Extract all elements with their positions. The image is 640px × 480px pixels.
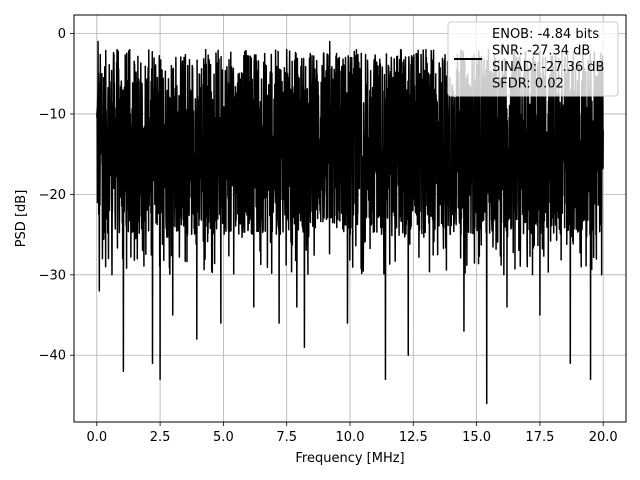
x-tick-label: 2.5 bbox=[150, 430, 171, 445]
legend-line-enob: ENOB: -4.84 bits bbox=[492, 27, 599, 42]
x-axis-label: Frequency [MHz] bbox=[295, 451, 404, 466]
x-axis-ticks: 0.0 2.5 5.0 7.5 10.0 12.5 15.0 17.5 20.0 bbox=[86, 422, 618, 445]
y-axis-ticks: 0 −10 −20 −30 −40 bbox=[39, 27, 74, 364]
y-tick-label: 0 bbox=[58, 27, 66, 42]
series-layer bbox=[96, 40, 604, 405]
y-tick-label: −20 bbox=[39, 188, 66, 203]
x-tick-label: 17.5 bbox=[525, 430, 554, 445]
x-tick-label: 5.0 bbox=[213, 430, 234, 445]
y-axis-label: PSD [dB] bbox=[14, 190, 29, 248]
legend-line-snr: SNR: -27.34 dB bbox=[492, 44, 590, 59]
legend-box bbox=[447, 21, 619, 97]
y-tick-label: −10 bbox=[39, 107, 66, 122]
y-tick-label: −30 bbox=[39, 268, 66, 283]
x-tick-label: 10.0 bbox=[336, 430, 365, 445]
x-tick-label: 12.5 bbox=[399, 430, 428, 445]
legend: ENOB: -4.84 bits SNR: -27.34 dB SINAD: -… bbox=[447, 21, 619, 97]
psd-series-line bbox=[96, 40, 604, 405]
x-tick-label: 0.0 bbox=[86, 430, 107, 445]
legend-line-sfdr: SFDR: 0.02 bbox=[492, 77, 564, 92]
x-tick-label: 15.0 bbox=[462, 430, 491, 445]
legend-line-sinad: SINAD: -27.36 dB bbox=[492, 60, 604, 75]
y-tick-label: −40 bbox=[39, 349, 66, 364]
x-tick-label: 20.0 bbox=[589, 430, 618, 445]
x-tick-label: 7.5 bbox=[276, 430, 297, 445]
